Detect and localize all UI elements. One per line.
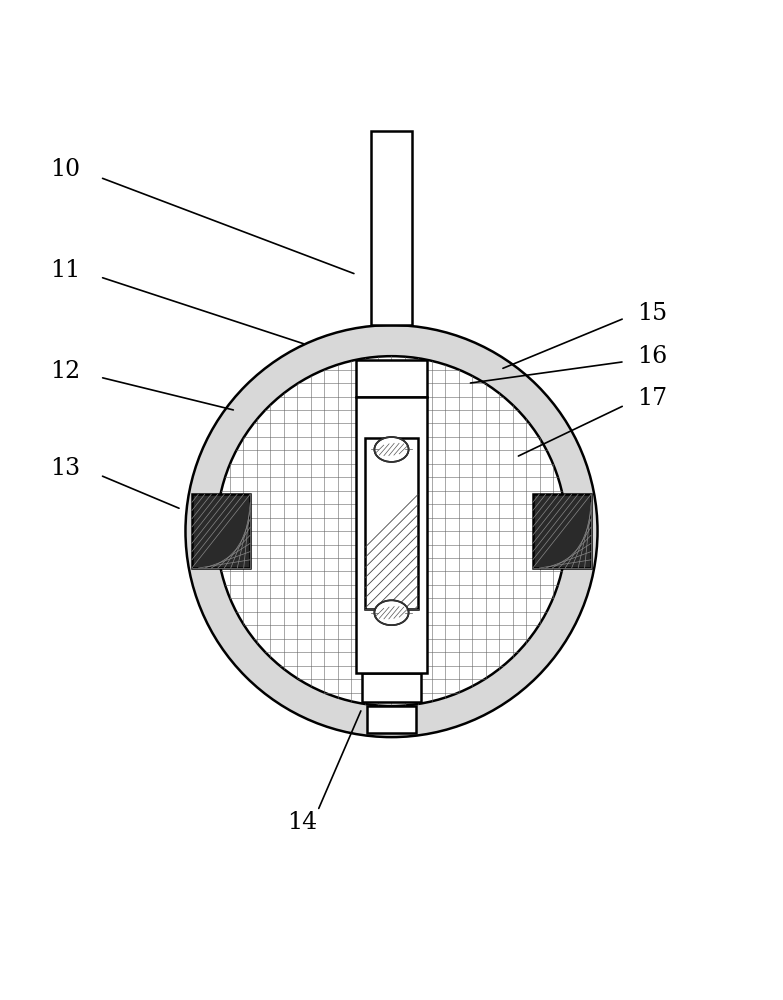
Bar xyxy=(365,438,418,609)
Text: 10: 10 xyxy=(50,158,80,181)
Bar xyxy=(192,494,251,568)
Bar xyxy=(355,397,428,673)
Text: 14: 14 xyxy=(287,811,317,834)
Ellipse shape xyxy=(374,600,409,625)
Text: 11: 11 xyxy=(50,259,80,282)
Circle shape xyxy=(217,356,566,706)
Bar xyxy=(532,494,591,568)
Bar xyxy=(363,673,420,702)
Bar xyxy=(370,131,413,325)
Bar xyxy=(355,360,428,397)
Text: 13: 13 xyxy=(50,457,80,480)
Circle shape xyxy=(186,325,597,737)
Bar xyxy=(366,706,417,733)
Ellipse shape xyxy=(374,437,409,462)
Text: 12: 12 xyxy=(50,360,80,383)
Text: 15: 15 xyxy=(637,302,667,325)
Text: 17: 17 xyxy=(637,387,667,410)
Text: 16: 16 xyxy=(637,345,667,368)
